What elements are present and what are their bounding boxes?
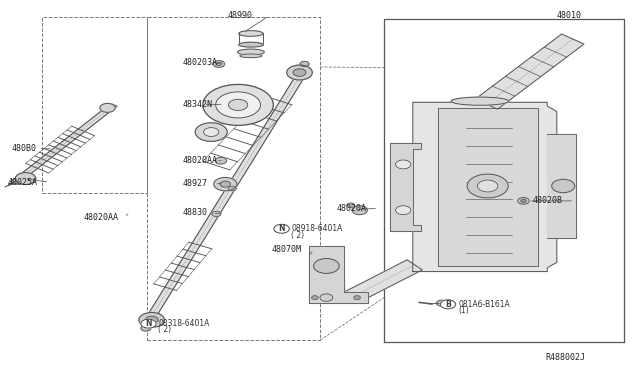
Circle shape (552, 179, 575, 193)
Text: 480B0: 480B0 (12, 144, 36, 153)
Circle shape (216, 62, 221, 65)
Circle shape (396, 160, 411, 169)
Circle shape (293, 69, 306, 76)
Text: 48020AA: 48020AA (83, 213, 118, 222)
Circle shape (287, 65, 312, 80)
Text: (1): (1) (458, 306, 469, 315)
Text: 48020B: 48020B (532, 196, 563, 205)
Circle shape (518, 198, 529, 204)
Text: ( 2): ( 2) (291, 231, 305, 240)
Polygon shape (11, 103, 117, 185)
Circle shape (467, 174, 508, 198)
Text: 480203A: 480203A (182, 58, 218, 67)
Polygon shape (547, 134, 576, 238)
Text: 48020AA: 48020AA (182, 156, 218, 165)
Circle shape (312, 296, 318, 299)
Polygon shape (438, 108, 538, 266)
Text: R488002J: R488002J (545, 353, 585, 362)
Text: 48020A: 48020A (337, 204, 367, 213)
Circle shape (203, 84, 273, 125)
Circle shape (320, 294, 333, 301)
Circle shape (440, 300, 456, 309)
Ellipse shape (240, 54, 262, 58)
Circle shape (352, 206, 367, 215)
Circle shape (214, 177, 237, 191)
Polygon shape (343, 260, 422, 303)
Circle shape (213, 61, 225, 67)
Ellipse shape (239, 42, 263, 47)
Circle shape (139, 312, 164, 327)
Circle shape (145, 316, 158, 324)
Text: 48070M: 48070M (272, 245, 302, 254)
Circle shape (195, 123, 227, 141)
Text: 48830: 48830 (182, 208, 207, 217)
Text: 48927: 48927 (182, 179, 207, 187)
Circle shape (141, 319, 156, 328)
Circle shape (228, 186, 236, 191)
Circle shape (141, 325, 151, 331)
Circle shape (212, 211, 221, 217)
Polygon shape (476, 34, 584, 109)
Text: N: N (145, 319, 152, 328)
Circle shape (436, 300, 447, 306)
Circle shape (521, 199, 526, 202)
Ellipse shape (239, 31, 263, 36)
Text: 48025A: 48025A (8, 178, 38, 187)
Circle shape (396, 206, 411, 215)
Text: B: B (445, 300, 451, 309)
Circle shape (314, 259, 339, 273)
Circle shape (215, 157, 227, 164)
Circle shape (274, 224, 289, 233)
Polygon shape (390, 143, 421, 231)
Circle shape (100, 103, 115, 112)
Polygon shape (413, 102, 557, 272)
Polygon shape (309, 246, 368, 303)
Text: 48990: 48990 (228, 11, 253, 20)
Text: 48342N: 48342N (182, 100, 212, 109)
Circle shape (228, 99, 248, 110)
Ellipse shape (237, 49, 264, 55)
Text: 08918-6401A: 08918-6401A (291, 224, 342, 233)
Circle shape (354, 296, 360, 299)
Text: ( 2): ( 2) (158, 326, 172, 334)
Text: 08318-6401A: 08318-6401A (158, 319, 209, 328)
Circle shape (15, 173, 36, 185)
Polygon shape (141, 66, 310, 326)
Circle shape (220, 181, 230, 187)
Circle shape (477, 180, 498, 192)
Ellipse shape (451, 97, 509, 105)
Circle shape (204, 128, 219, 137)
Circle shape (300, 61, 309, 67)
Circle shape (216, 92, 260, 118)
Circle shape (347, 203, 355, 208)
Text: 48010: 48010 (557, 11, 582, 20)
Text: 081A6-B161A: 081A6-B161A (458, 300, 510, 309)
Text: N: N (278, 224, 285, 233)
